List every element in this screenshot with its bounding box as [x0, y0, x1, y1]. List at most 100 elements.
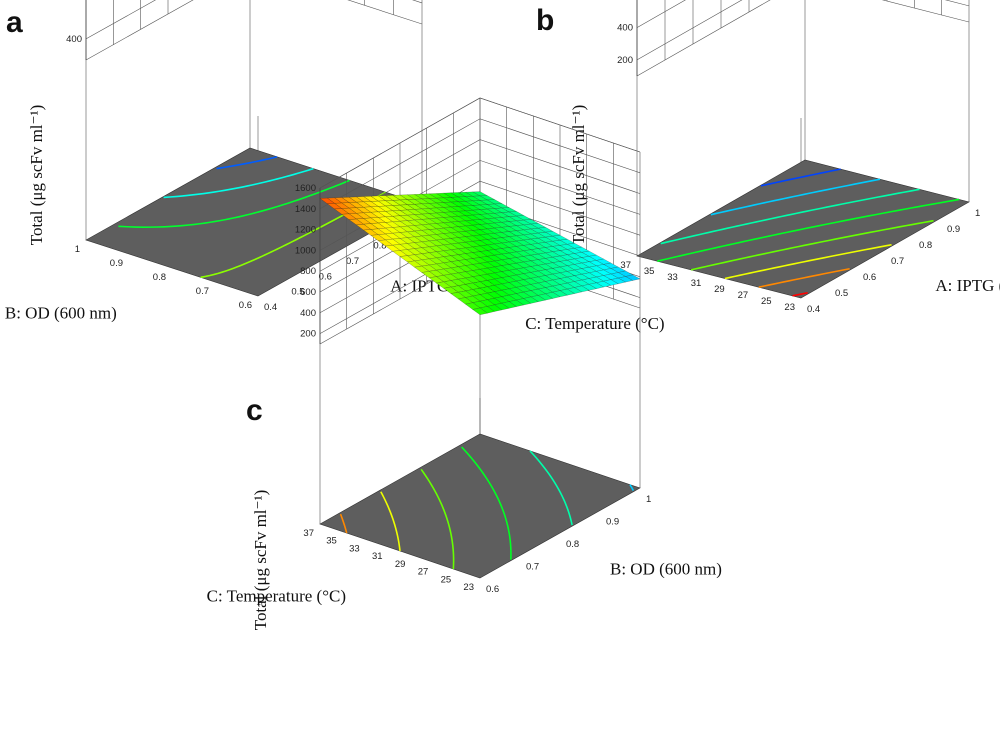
z-tick-label: 1400 — [295, 204, 316, 215]
contour-line — [724, 243, 892, 280]
contour-line — [660, 188, 920, 245]
wall-grid-line — [319, 180, 641, 272]
y-tick-label: 27 — [418, 567, 429, 578]
x-tick-label: 0.6 — [863, 272, 876, 283]
y-tick-label: 23 — [784, 302, 795, 313]
x-tick-label: 0.7 — [891, 256, 904, 267]
z-tick-label: 400 — [300, 308, 316, 319]
x-axis-ticks: 0.6 0.7 0.8 0.9 1 — [486, 494, 651, 595]
x-tick-label: 0.6 — [486, 584, 499, 595]
contour-line — [339, 513, 348, 534]
x-tick-label: 0.8 — [566, 539, 579, 550]
y-axis-ticks: 23 25 27 29 31 33 35 37 — [303, 528, 474, 593]
y-axis-title: C: Temperature (°C) — [525, 314, 664, 333]
wall-grid-line — [85, 0, 423, 40]
y-tick-label: 37 — [620, 260, 631, 271]
y-tick-label: 0.9 — [110, 258, 123, 269]
z-axis-title: Total (μg scFv ml⁻¹) — [251, 490, 270, 631]
contour-line — [710, 178, 881, 216]
contour-line — [163, 167, 314, 199]
surface-facet — [472, 307, 488, 315]
y-axis-ticks: 0.6 0.7 0.8 0.9 1 — [75, 244, 252, 311]
panel-letter-a: a — [6, 6, 23, 39]
z-tick-label: 400 — [617, 23, 633, 34]
x-tick-label: 0.9 — [606, 517, 619, 528]
contour-floor — [319, 433, 641, 579]
contour-line — [690, 219, 934, 271]
y-tick-label: 0.8 — [153, 272, 166, 283]
y-tick-label: 1 — [75, 244, 80, 255]
y-axis-ticks: 23 25 27 29 31 33 35 37 — [620, 260, 795, 313]
y-tick-label: 33 — [349, 543, 360, 554]
y-tick-label: 33 — [667, 272, 678, 283]
x-tick-label: 0.5 — [291, 287, 304, 298]
x-tick-label: 0.7 — [526, 562, 539, 573]
surface-chart-c: 200 400 600 800 1000 1200 1400 1600 0.6 0.7 0.8 0.9… — [207, 97, 722, 631]
x-tick-label: 0.7 — [346, 256, 359, 267]
wall-grid-line — [636, 0, 970, 61]
y-tick-label: 37 — [303, 528, 314, 539]
z-tick-label: 200 — [300, 329, 316, 340]
z-tick-label: 1200 — [295, 225, 316, 236]
z-tick-label: 600 — [617, 0, 633, 1]
wall-grid-line — [85, 0, 423, 61]
x-axis-ticks: 0.4 0.5 0.6 0.7 0.8 0.9 1 — [807, 208, 980, 315]
response-surface — [319, 191, 641, 315]
y-tick-label: 31 — [372, 551, 383, 562]
wall-grid-line — [319, 118, 641, 210]
y-tick-label: 23 — [463, 582, 474, 593]
contour-line — [657, 198, 960, 262]
y-tick-label: 25 — [441, 574, 452, 585]
panel-letter-b: b — [536, 4, 554, 37]
z-tick-label: 1000 — [295, 245, 316, 256]
contour-line — [792, 291, 808, 297]
x-tick-label: 1 — [975, 208, 980, 219]
x-tick-label: 0.8 — [919, 240, 932, 251]
y-axis-title: C: Temperature (°C) — [207, 587, 346, 606]
z-tick-label: 1600 — [295, 183, 316, 194]
contour-line — [760, 168, 841, 187]
x-tick-label: 0.4 — [264, 302, 277, 313]
y-tick-label: 25 — [761, 296, 772, 307]
x-axis-title: A: IPTG (mM) — [935, 276, 1000, 295]
y-tick-label: 29 — [395, 559, 406, 570]
contour-line — [216, 156, 278, 170]
y-tick-label: 0.7 — [196, 286, 209, 297]
surface-chart-b: 20040060080010001200140016000.40.50.60.7… — [525, 0, 1000, 333]
contour-line — [420, 468, 455, 570]
panel-letter-c: c — [246, 394, 263, 427]
floor-contours — [657, 168, 960, 297]
contour-line — [529, 450, 573, 526]
y-tick-label: 35 — [326, 536, 337, 547]
x-tick-label: 0.4 — [807, 304, 820, 315]
floor-contours — [339, 446, 635, 570]
y-tick-label: 29 — [714, 284, 725, 295]
wall-grid-line — [636, 0, 686, 28]
x-tick-label: 0.5 — [835, 288, 848, 299]
y-tick-label: 0.6 — [239, 300, 252, 311]
z-tick-label: 600 — [300, 287, 316, 298]
z-axis-title: Total (μg scFv ml⁻¹) — [569, 105, 588, 246]
x-tick-label: 0.6 — [319, 271, 332, 282]
y-tick-label: 31 — [691, 278, 702, 289]
contour-line — [758, 267, 850, 288]
wall-grid-line — [319, 97, 641, 189]
contour-line — [629, 484, 635, 491]
y-axis-title: B: OD (600 nm) — [5, 303, 117, 322]
contour-line — [118, 179, 350, 228]
y-tick-label: 27 — [738, 290, 749, 301]
x-tick-label: 0.9 — [947, 224, 960, 235]
z-tick-label: 200 — [617, 55, 633, 66]
x-tick-label: 1 — [646, 494, 651, 505]
y-tick-label: 35 — [644, 266, 655, 277]
x-tick-label: 0.8 — [373, 241, 386, 252]
wall-grid-line — [636, 0, 970, 77]
z-tick-label: 600 — [66, 0, 82, 3]
x-axis-title: B: OD (600 nm) — [610, 560, 722, 579]
contour-line — [380, 491, 401, 552]
